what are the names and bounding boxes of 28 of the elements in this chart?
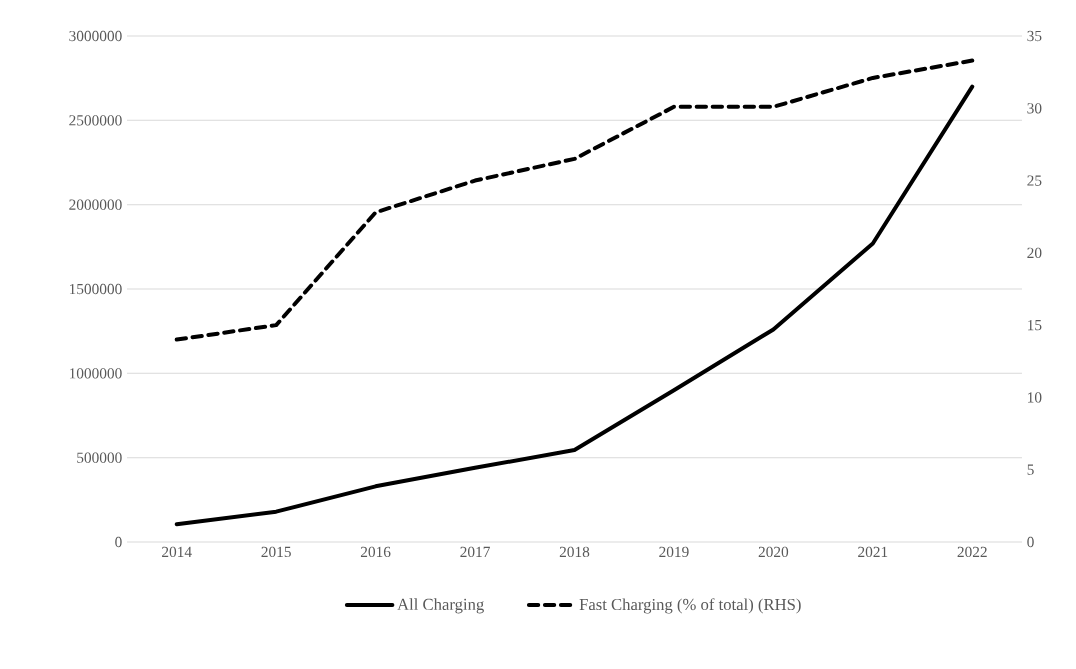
line-series <box>174 58 975 342</box>
y-tick-label: 2000000 <box>69 199 122 210</box>
y2-tick-label: 10 <box>1028 392 1042 403</box>
y-tick-label: 0 <box>115 536 122 548</box>
y-tick-label: 2500000 <box>69 115 122 126</box>
y2-tick-label: 15 <box>1028 320 1042 331</box>
x-tick-label: 2022 <box>957 546 987 558</box>
legend-label: All Charging <box>397 598 484 614</box>
y-tick-label: 1500000 <box>69 283 122 295</box>
legend-label: Fast Charging (% of total) (RHS) <box>579 598 801 614</box>
y2-tick-label: 35 <box>1027 30 1042 42</box>
line-series <box>174 84 975 527</box>
y-tick-label: 500000 <box>77 452 122 463</box>
y2-tick-label: 30 <box>1027 103 1042 114</box>
x-tick-label: 2021 <box>858 546 888 558</box>
x-tick-label: 2019 <box>659 546 689 558</box>
y2-tick-label: 25 <box>1027 175 1042 186</box>
x-tick-label: 2018 <box>559 546 590 558</box>
x-tick-label: 2020 <box>758 546 789 558</box>
x-tick-label: 2016 <box>360 546 391 558</box>
y-tick-label: 3000000 <box>69 30 122 42</box>
y2-tick-label: 20 <box>1027 247 1042 259</box>
y2-tick-label: 0 <box>1027 536 1034 548</box>
x-tick-label: 2017 <box>460 546 490 558</box>
y-tick-label: 1000000 <box>69 368 122 379</box>
x-tick-label: 2015 <box>261 546 291 558</box>
x-tick-label: 2014 <box>162 546 192 558</box>
y2-tick-label: 5 <box>1027 464 1034 475</box>
